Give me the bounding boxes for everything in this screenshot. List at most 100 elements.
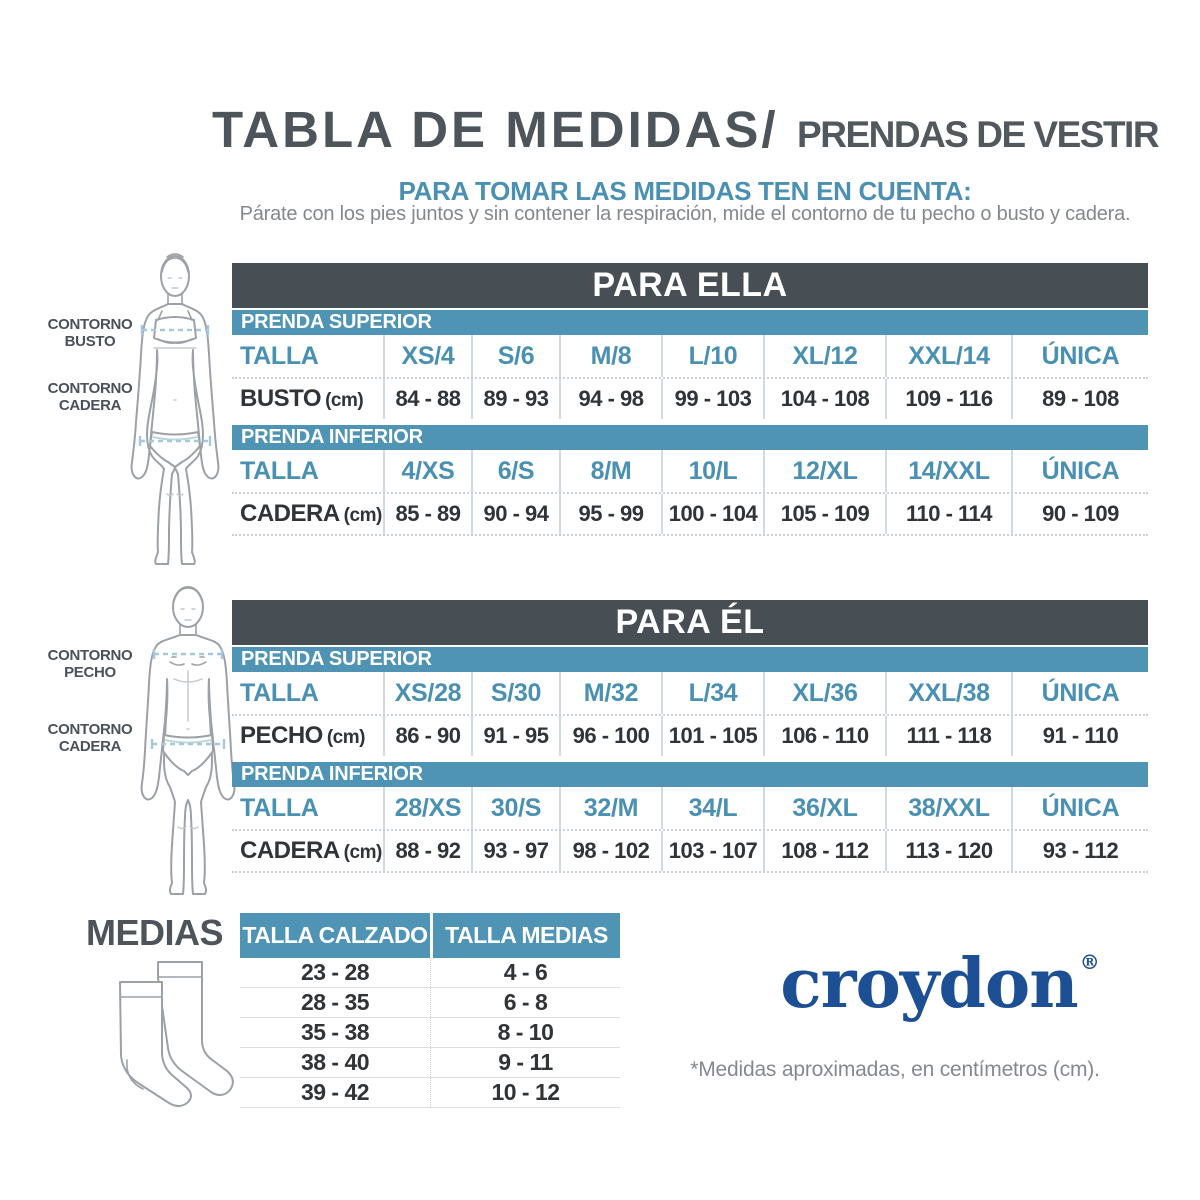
size-cell: XL/36 [763,672,885,714]
socks-icon [119,961,234,1107]
value-cell: 103 - 107 [661,831,763,871]
measure-unit: (cm) [326,727,366,748]
size-cell: 28/XS [383,787,471,829]
size-cell: 38/XXL [885,787,1011,829]
measure-unit: (cm) [343,842,383,863]
size-cell: 14/XXL [885,450,1011,492]
male-figure-illustration [120,583,256,895]
band-prenda-superior-ella: PRENDA SUPERIOR [232,310,1148,335]
talla-header-row: TALLA 4/XS 6/S 8/M 10/L 12/XL 14/XXL ÚNI… [232,450,1148,492]
value-cell: 90 - 109 [1011,494,1148,534]
title-sub: PRENDAS DE VESTIR [797,114,1160,155]
table-para-el: PARA ÉL PRENDA SUPERIOR TALLA XS/28 S/30… [232,600,1148,873]
size-cell: 12/XL [763,450,885,492]
socks-illustration [92,950,242,1115]
value-cell: 99 - 103 [661,379,763,419]
size-cell: ÚNICA [1011,450,1148,492]
value-cell: 111 - 118 [885,716,1011,756]
measure-label: BUSTO [240,385,322,412]
size-cell: 4/XS [383,450,471,492]
intro-text: Párate con los pies juntos y sin contene… [239,203,1131,225]
size-cell: 8/M [559,450,661,492]
band-prenda-inferior-el: PRENDA INFERIOR [232,762,1148,787]
value-cell: 93 - 112 [1011,831,1148,871]
size-cell: M/32 [559,672,661,714]
value-cell: 105 - 109 [763,494,885,534]
size-cell: ÚNICA [1011,787,1148,829]
value-cell: 91 - 95 [471,716,559,756]
value-cell: 100 - 104 [661,494,763,534]
socks-table-header: TALLA CALZADO TALLA MEDIAS [240,913,620,958]
size-cell: XS/28 [383,672,471,714]
value-cell: 94 - 98 [559,379,661,419]
socks-row: 35 - 38 8 - 10 [240,1017,620,1047]
size-cell: ÚNICA [1011,335,1148,377]
size-cell: XXL/14 [885,335,1011,377]
col-talla-calzado: TALLA CALZADO [242,922,428,948]
medias-title: MEDIAS [85,912,224,953]
size-cell: 6/S [471,450,559,492]
value-cell: 98 - 102 [559,831,661,871]
size-cell: L/10 [661,335,763,377]
value-cell: 90 - 94 [471,494,559,534]
value-cell: 93 - 97 [471,831,559,871]
socks-row: 23 - 28 4 - 6 [240,958,620,987]
value-cell: 89 - 108 [1011,379,1148,419]
size-cell: 30/S [471,787,559,829]
measure-unit: (cm) [343,505,383,526]
value-cell: 113 - 120 [885,831,1011,871]
size-cell: XXL/38 [885,672,1011,714]
value-cell: 104 - 108 [763,379,885,419]
label-contorno-cadera-male: CONTORNO CADERA [47,721,133,755]
band-prenda-inferior-ella: PRENDA INFERIOR [232,425,1148,450]
busto-row: BUSTO (cm) 84 - 88 89 - 93 94 - 98 99 - 1… [232,377,1148,419]
value-cell: 95 - 99 [559,494,661,534]
label-contorno-busto: CONTORNO BUSTO [47,316,133,350]
socks-row: 39 - 42 10 - 12 [240,1077,620,1108]
size-cell: M/8 [559,335,661,377]
socks-size-table: TALLA CALZADO TALLA MEDIAS 23 - 28 4 - 6… [240,913,620,1108]
label-contorno-cadera-female: CONTORNO CADERA [47,380,133,414]
cadera-row: CADERA (cm) 85 - 89 90 - 94 95 - 99 100 -… [232,492,1148,536]
talla-header-row: TALLA XS/28 S/30 M/32 L/34 XL/36 XXL/38 … [232,672,1148,714]
size-cell: XL/12 [763,335,885,377]
brand-logo: croydon ® [730,944,1150,1024]
col-talla-medias: TALLA MEDIAS [430,913,620,958]
size-cell: S/30 [471,672,559,714]
talla-label: TALLA [240,342,319,370]
female-body-outline-icon [130,253,220,565]
value-cell: 89 - 93 [471,379,559,419]
measure-unit: (cm) [325,390,364,411]
size-cell: L/34 [661,672,763,714]
female-figure-illustration [112,250,238,568]
measure-label: PECHO [240,722,323,749]
talla-header-row: TALLA XS/4 S/6 M/8 L/10 XL/12 XXL/14 ÚNI… [232,335,1148,377]
measure-label: CADERA [240,500,340,527]
table-title-el: PARA ÉL [232,600,1148,645]
pecho-row: PECHO (cm) 86 - 90 91 - 95 96 - 100 101 -… [232,714,1148,756]
male-body-outline-icon [140,586,236,895]
label-contorno-pecho: CONTORNO PECHO [47,647,133,681]
size-cell: ÚNICA [1011,672,1148,714]
value-cell: 86 - 90 [383,716,471,756]
cadera-row: CADERA (cm) 88 - 92 93 - 97 98 - 102 103 … [232,829,1148,873]
socks-row: 38 - 40 9 - 11 [240,1047,620,1077]
band-prenda-superior-el: PRENDA SUPERIOR [232,647,1148,672]
intro-heading: PARA TOMAR LAS MEDIDAS TEN EN CUENTA: [398,176,972,206]
value-cell: 101 - 105 [661,716,763,756]
size-cell: 34/L [661,787,763,829]
size-cell: XS/4 [383,335,471,377]
talla-header-row: TALLA 28/XS 30/S 32/M 34/L 36/XL 38/XXL … [232,787,1148,829]
value-cell: 108 - 112 [763,831,885,871]
table-para-ella: PARA ELLA PRENDA SUPERIOR TALLA XS/4 S/6… [232,263,1148,536]
value-cell: 91 - 110 [1011,716,1148,756]
croydon-logo: croydon [780,944,1078,1024]
value-cell: 96 - 100 [559,716,661,756]
value-cell: 106 - 110 [763,716,885,756]
size-cell: 10/L [661,450,763,492]
value-cell: 109 - 116 [885,379,1011,419]
talla-label: TALLA [240,457,319,485]
table-title-ella: PARA ELLA [232,263,1148,308]
talla-label: TALLA [240,679,319,707]
footnote: *Medidas aproximadas, en centímetros (cm… [690,1058,1100,1081]
